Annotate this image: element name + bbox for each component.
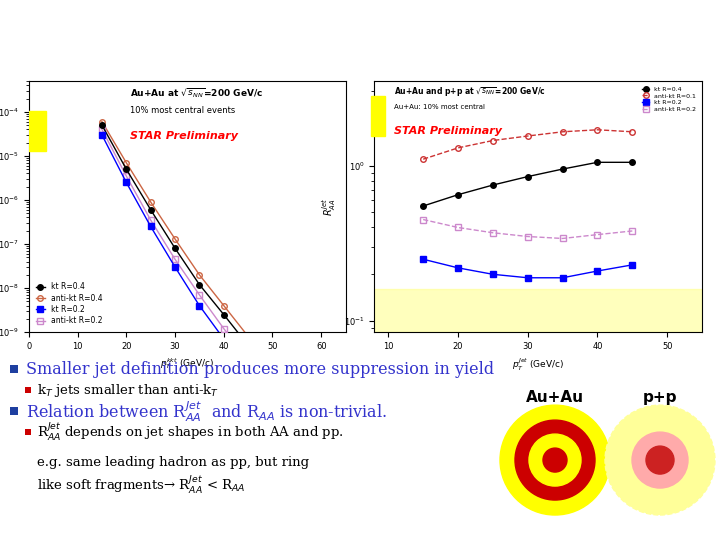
Text: 10% most central events: 10% most central events — [130, 106, 235, 115]
Circle shape — [515, 420, 595, 500]
Text: Au+Au and p+p at $\sqrt{s_{NN}}$=200 GeV/c: Au+Au and p+p at $\sqrt{s_{NN}}$=200 GeV… — [394, 86, 546, 99]
Text: Au+Au: Au+Au — [526, 390, 584, 404]
Legend: kt R=0.4, anti-kt R=0.1, kt R=0.2, anti-kt R=0.2: kt R=0.4, anti-kt R=0.1, kt R=0.2, anti-… — [639, 84, 699, 114]
Circle shape — [605, 405, 715, 515]
Legend: kt R=0.4, anti-kt R=0.4, kt R=0.2, anti-kt R=0.2: kt R=0.4, anti-kt R=0.4, kt R=0.2, anti-… — [32, 279, 106, 328]
Text: Relation between R$_{AA}^{Jet}$  and R$_{AA}$ is non-trivial.: Relation between R$_{AA}^{Jet}$ and R$_{… — [26, 399, 387, 423]
X-axis label: $p_T^{Jet}$ (GeV/c): $p_T^{Jet}$ (GeV/c) — [512, 356, 564, 373]
Circle shape — [646, 446, 674, 474]
Bar — [25, 429, 31, 435]
Y-axis label: $R_{AA}^{Jet}$: $R_{AA}^{Jet}$ — [320, 197, 338, 216]
Text: Smaller jet definition produces more suppression in yield: Smaller jet definition produces more sup… — [26, 361, 494, 377]
Circle shape — [500, 405, 610, 515]
Text: e.g. same leading hadron as pp, but ring: e.g. same leading hadron as pp, but ring — [37, 456, 309, 469]
Text: R$_{AA}^{Jet}$ depends on jet shapes in both AA and pp.: R$_{AA}^{Jet}$ depends on jet shapes in … — [37, 421, 343, 443]
Circle shape — [632, 432, 688, 488]
X-axis label: $p_T^{kkt}$ (GeV/c): $p_T^{kkt}$ (GeV/c) — [161, 356, 214, 372]
Bar — [10, 407, 18, 415]
Circle shape — [543, 448, 567, 472]
Text: $R_{AA}^{\mathrm{Jet}}$: $R_{AA}^{\mathrm{Jet}}$ — [331, 11, 389, 59]
Bar — [19, 111, 46, 151]
Bar — [25, 387, 31, 393]
Bar — [374, 289, 702, 332]
Bar — [371, 96, 385, 136]
Text: STAR Preliminary: STAR Preliminary — [394, 126, 502, 136]
Text: 36: 36 — [690, 12, 709, 28]
Text: Au+Au: 10% most central: Au+Au: 10% most central — [394, 104, 485, 110]
Text: k$_T$ jets smaller than anti-k$_T$: k$_T$ jets smaller than anti-k$_T$ — [37, 382, 219, 399]
Text: STAR Preliminary: STAR Preliminary — [130, 131, 238, 141]
Text: p+p: p+p — [643, 390, 678, 404]
Text: Au+Au at $\sqrt{s_{NN}}$=200 GeV/c: Au+Au at $\sqrt{s_{NN}}$=200 GeV/c — [130, 86, 264, 99]
Bar — [10, 365, 18, 373]
Circle shape — [529, 434, 581, 486]
Text: like soft fragments→ R$_{AA}^{Jet}$ < R$_{AA}$: like soft fragments→ R$_{AA}^{Jet}$ < R$… — [37, 474, 246, 496]
